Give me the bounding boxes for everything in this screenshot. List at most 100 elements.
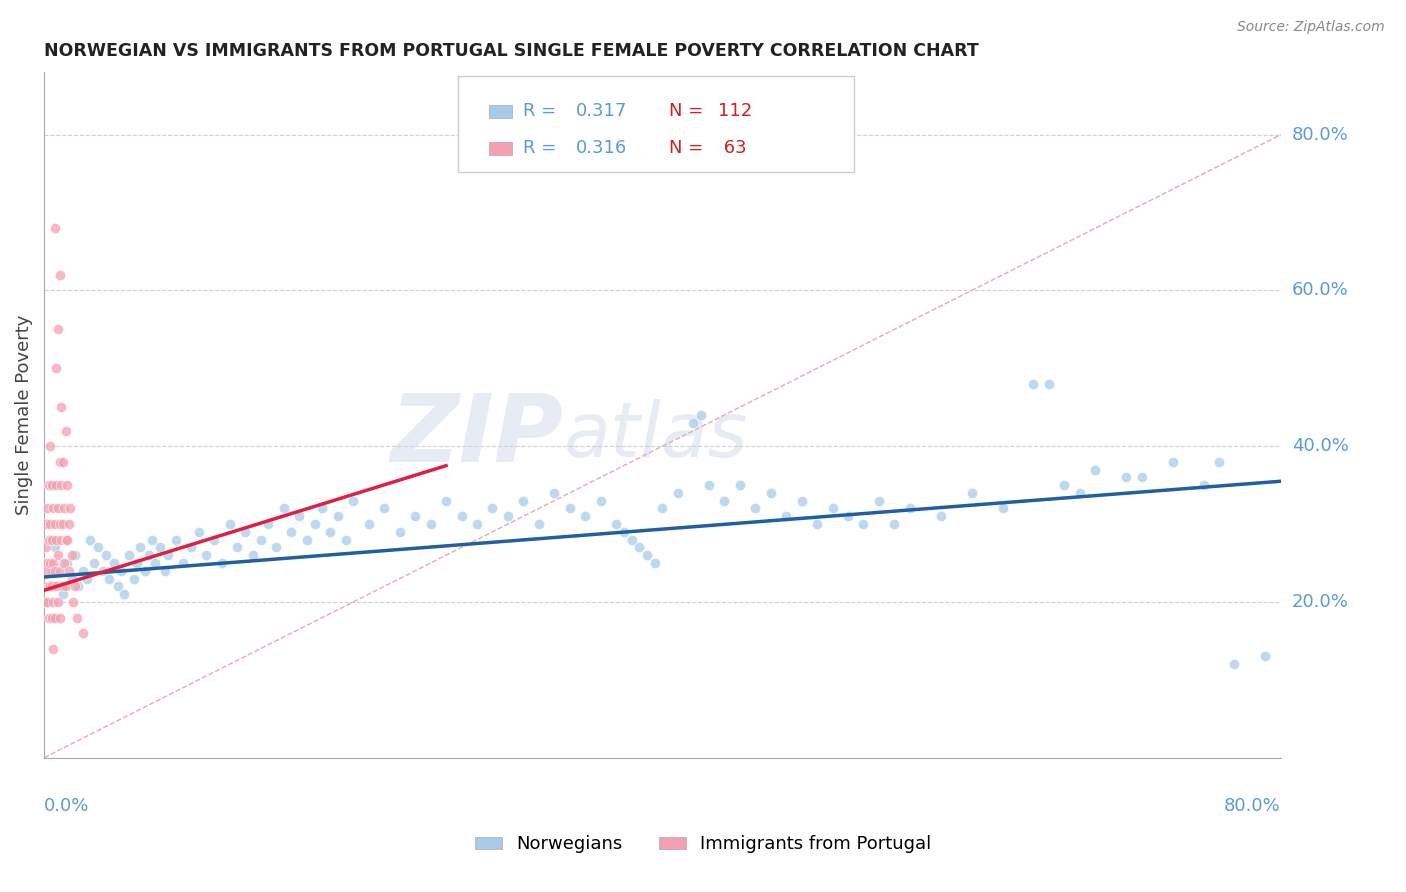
Point [605, 517, 627, 532]
Point [72, 626, 94, 640]
Point [620, 533, 643, 547]
Point [249, 533, 271, 547]
Text: N =: N = [669, 103, 709, 120]
Point [48, 610, 70, 624]
Point [574, 509, 596, 524]
Point [107, 579, 129, 593]
Text: 40.0%: 40.0% [1292, 437, 1348, 455]
Point [46, 595, 69, 609]
Point [233, 524, 256, 539]
Point [744, 501, 766, 516]
Point [39, 517, 62, 532]
Point [46, 501, 69, 516]
Point [527, 517, 550, 532]
Point [1069, 486, 1091, 500]
Point [806, 517, 828, 532]
Point [48, 455, 70, 469]
Point [790, 493, 813, 508]
Point [1130, 470, 1153, 484]
Point [39, 439, 62, 453]
Point [60, 548, 83, 562]
Point [65, 610, 87, 624]
Point [48, 268, 70, 282]
Point [898, 501, 921, 516]
Point [242, 548, 264, 562]
Point [122, 572, 145, 586]
Text: NORWEGIAN VS IMMIGRANTS FROM PORTUGAL SINGLE FEMALE POVERTY CORRELATION CHART: NORWEGIAN VS IMMIGRANTS FROM PORTUGAL SI… [44, 42, 979, 60]
Point [44, 517, 66, 532]
Point [83, 556, 105, 570]
Point [34, 595, 56, 609]
Point [41, 533, 63, 547]
Point [52, 587, 75, 601]
Text: 60.0%: 60.0% [1292, 282, 1348, 300]
Point [257, 517, 280, 532]
Point [481, 501, 503, 516]
Point [180, 541, 202, 555]
Point [72, 564, 94, 578]
Text: 80.0%: 80.0% [1225, 797, 1281, 814]
Point [38, 478, 60, 492]
Point [56, 533, 79, 547]
Point [644, 556, 666, 570]
Point [53, 556, 76, 570]
Point [42, 595, 65, 609]
Point [46, 322, 69, 336]
Point [759, 486, 782, 500]
Text: 63: 63 [718, 139, 747, 158]
Text: atlas: atlas [564, 399, 748, 473]
Point [342, 493, 364, 508]
Point [335, 533, 357, 547]
Text: 0.317: 0.317 [576, 103, 627, 120]
Point [38, 610, 60, 624]
Point [98, 572, 121, 586]
Point [628, 541, 651, 555]
Point [37, 501, 59, 516]
Point [67, 579, 90, 593]
Point [41, 564, 63, 578]
Legend: Norwegians, Immigrants from Portugal: Norwegians, Immigrants from Portugal [467, 829, 939, 861]
Point [45, 533, 67, 547]
Point [52, 579, 75, 593]
Point [41, 610, 63, 624]
Point [55, 424, 77, 438]
Point [39, 579, 62, 593]
Text: R =: R = [523, 103, 562, 120]
Point [63, 579, 86, 593]
Point [195, 548, 218, 562]
Point [94, 548, 117, 562]
Point [45, 478, 67, 492]
Text: 112: 112 [718, 103, 752, 120]
Text: 0.316: 0.316 [576, 139, 627, 158]
Point [211, 556, 233, 570]
Point [63, 548, 86, 562]
Point [48, 579, 70, 593]
Point [58, 517, 80, 532]
Point [1115, 470, 1137, 484]
Point [1254, 649, 1277, 664]
Point [419, 517, 441, 532]
Point [49, 478, 72, 492]
Point [38, 579, 60, 593]
Point [728, 478, 751, 492]
Point [49, 401, 72, 415]
Point [41, 478, 63, 492]
Point [42, 501, 65, 516]
Point [821, 501, 844, 516]
FancyBboxPatch shape [489, 143, 512, 154]
Point [42, 641, 65, 656]
Point [145, 556, 167, 570]
Point [295, 533, 318, 547]
Point [34, 517, 56, 532]
Point [172, 556, 194, 570]
Point [465, 517, 488, 532]
Point [37, 556, 59, 570]
Point [44, 221, 66, 235]
Point [56, 556, 79, 570]
Point [37, 595, 59, 609]
Point [52, 455, 75, 469]
Point [837, 509, 859, 524]
Point [496, 509, 519, 524]
Point [775, 509, 797, 524]
Point [991, 501, 1014, 516]
